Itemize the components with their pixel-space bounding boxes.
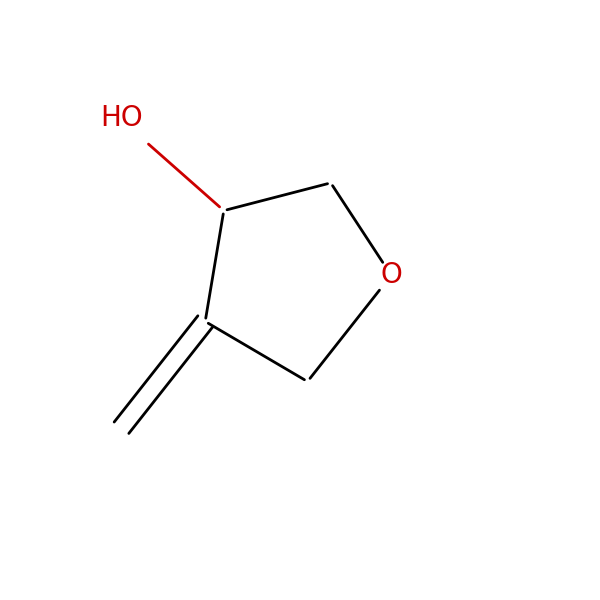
Text: O: O — [380, 261, 402, 289]
Text: HO: HO — [100, 104, 143, 132]
